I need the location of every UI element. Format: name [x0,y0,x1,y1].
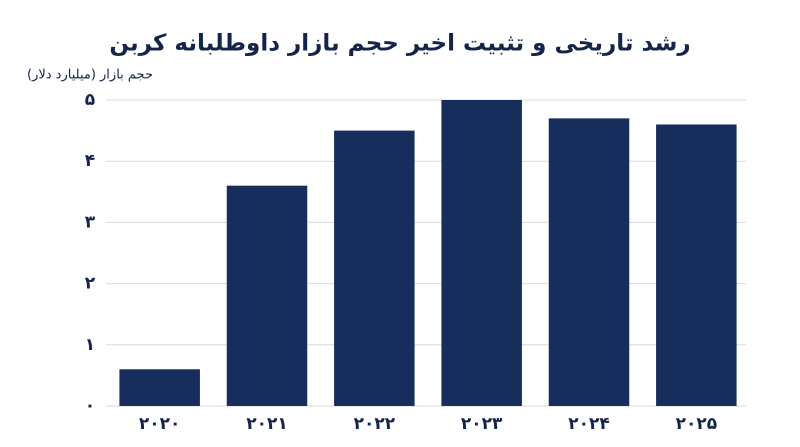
x-tick-label: ۲۰۲۱ [246,414,288,434]
x-tick-label: ۲۰۲۵ [676,414,718,434]
y-tick-label: ۰ [85,396,95,416]
y-tick-label: ۴ [85,151,95,171]
y-tick-label: ۳ [85,212,96,232]
y-tick-label: ۲ [85,274,96,294]
y-axis-label: حجم بازار (میلیارد دلار) [27,68,153,83]
bar [441,100,522,406]
bar [656,124,737,406]
y-tick-label: ۵ [85,90,95,110]
x-tick-label: ۲۰۲۲ [354,414,396,434]
x-tick-label: ۲۰۲۳ [461,414,503,434]
bar [119,369,200,406]
bar [548,118,630,407]
x-tick-label: ۲۰۲۰ [139,414,181,434]
chart-title: رشد تاریخی و تثبیت اخیر حجم بازار داوطلب… [109,31,690,57]
x-tick-label: ۲۰۲۴ [568,414,610,434]
bar [226,185,308,406]
bar [334,130,415,406]
y-tick-label: ۱ [85,335,95,355]
